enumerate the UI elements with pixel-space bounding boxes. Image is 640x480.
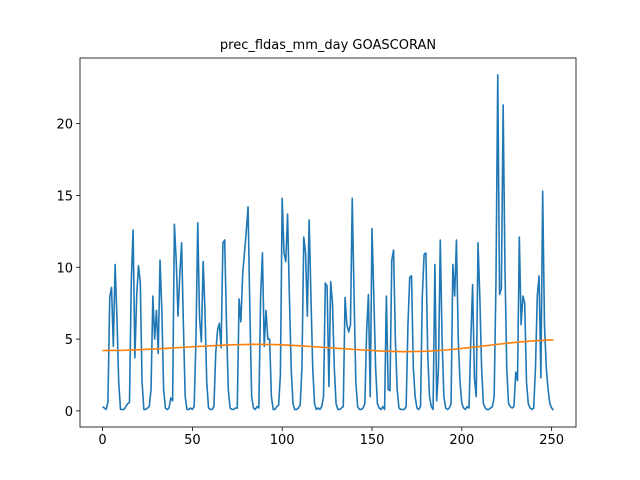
- plot-frame: [79, 57, 577, 428]
- y-tick-label: 20: [56, 118, 73, 133]
- x-tick-label: 50: [184, 433, 201, 448]
- y-tick-label: 5: [65, 333, 73, 348]
- line-series: [102, 74, 555, 411]
- y-tick-label: 0: [65, 405, 73, 420]
- x-tick-label: 0: [98, 433, 106, 448]
- y-tick-label: 10: [56, 261, 73, 276]
- y-tick-label: 15: [56, 189, 73, 204]
- x-tick-label: 250: [539, 433, 564, 448]
- x-tick-label: 200: [449, 433, 474, 448]
- line-series: [102, 339, 554, 353]
- chart-title: prec_fldas_mm_day GOASCORAN: [220, 38, 436, 53]
- x-tick-label: 100: [270, 433, 295, 448]
- x-tick-label: 150: [360, 433, 385, 448]
